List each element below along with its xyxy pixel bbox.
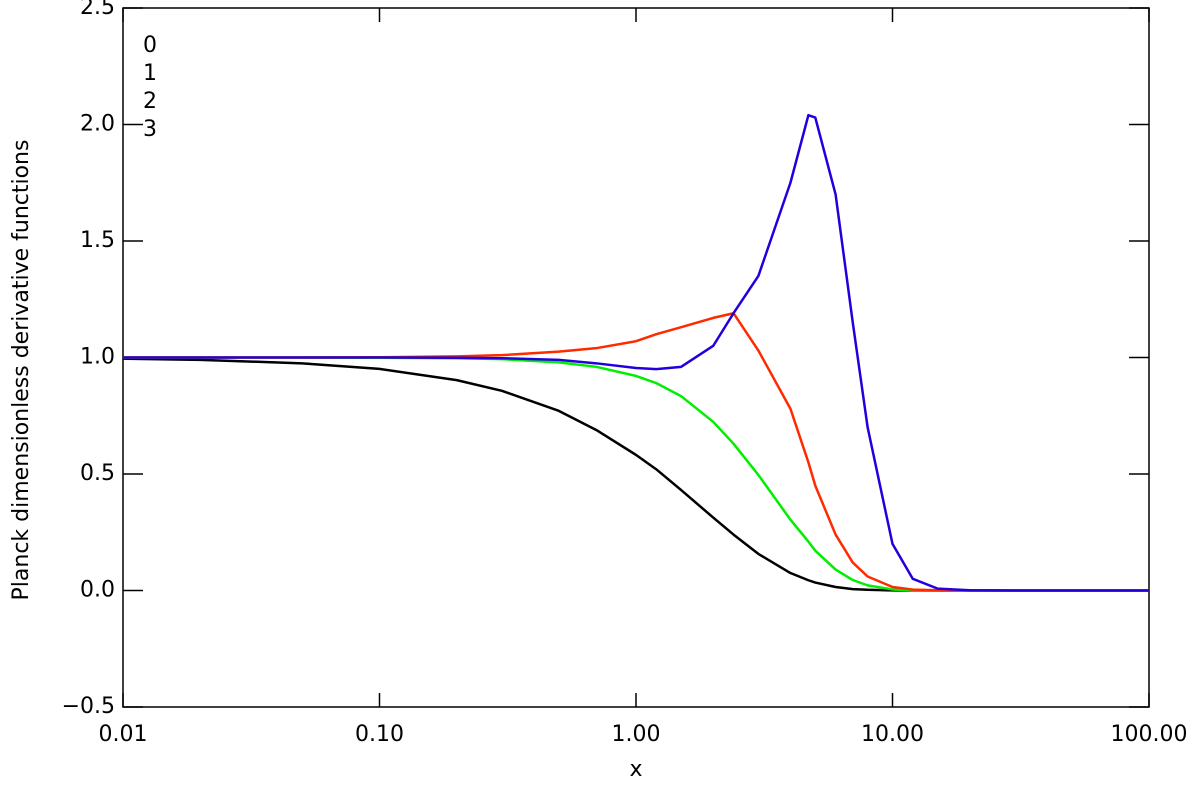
series-line xyxy=(122,357,1149,592)
legend-label: 3 xyxy=(143,117,157,142)
y-tick-label: 1.0 xyxy=(80,345,115,370)
x-tick-label: 0.01 xyxy=(99,722,148,747)
series-line xyxy=(123,113,1149,592)
legend-label: 2 xyxy=(143,89,157,114)
x-tick-label: 1.00 xyxy=(612,722,661,747)
y-tick-label: 0.0 xyxy=(80,578,115,603)
y-axis-label: Planck dimensionless derivative function… xyxy=(9,140,34,601)
y-tick-label: 1.5 xyxy=(80,228,115,253)
x-tick-label: 0.10 xyxy=(355,722,404,747)
y-tick-label: 0.5 xyxy=(80,461,115,486)
x-tick-label: 100.00 xyxy=(1111,722,1188,747)
y-tick-label: 2.0 xyxy=(80,112,115,137)
x-tick-label: 10.00 xyxy=(861,722,924,747)
x-axis-label: x xyxy=(629,757,642,782)
series-line xyxy=(123,311,1149,592)
legend-label: 0 xyxy=(143,33,157,58)
legend-label: 1 xyxy=(143,61,157,86)
y-tick-label: −0.5 xyxy=(62,694,115,719)
series-line xyxy=(123,356,1149,592)
y-tick-label: 2.5 xyxy=(80,0,115,20)
